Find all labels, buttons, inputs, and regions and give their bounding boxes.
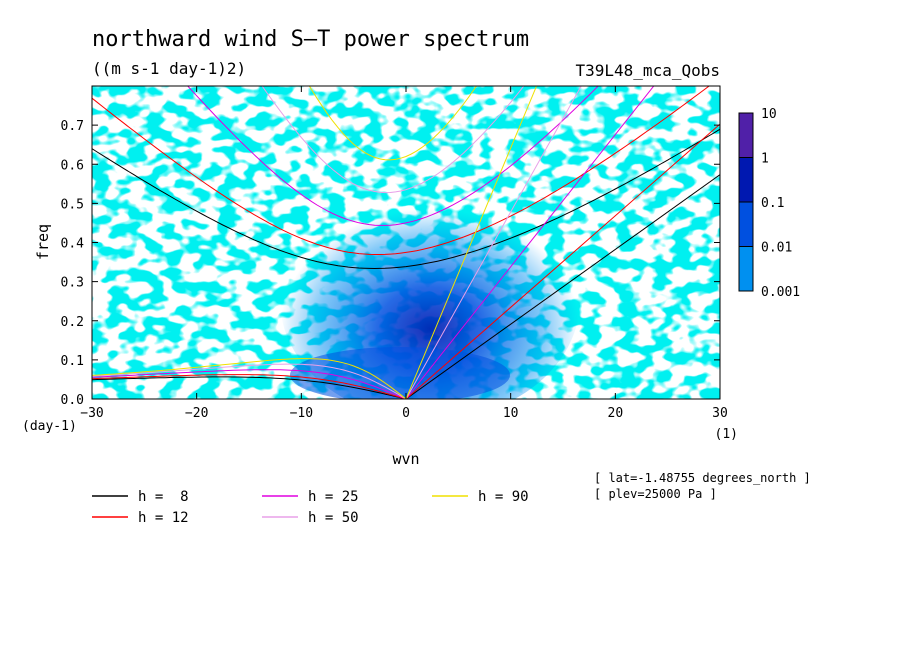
legend-label: h = 50 — [308, 510, 359, 526]
curve-h12 — [92, 86, 720, 399]
kelvin-curve-h50 — [405, 86, 582, 399]
y-tick-label: 0.7 — [61, 119, 84, 134]
kelvin-curve-h8 — [405, 174, 720, 399]
curve-h50 — [92, 86, 582, 399]
y-axis-label: freq — [34, 224, 52, 260]
ig-curve-h8 — [92, 128, 720, 270]
chart-title: northward wind S–T power spectrum — [92, 27, 529, 52]
y-tick-label: 0.0 — [61, 393, 84, 408]
lat-annotation: [ lat=-1.48755 degrees_north ] — [594, 471, 811, 485]
colorbar-label: 0.001 — [761, 285, 800, 300]
x-tick-label: −30 — [80, 406, 103, 421]
x-tick-label: 30 — [712, 406, 728, 421]
legend: h = 8 h = 12 h = 25 h = 50 h = 90 — [92, 489, 529, 526]
y-tick-label: 0.6 — [61, 158, 84, 173]
colorbar-bin — [738, 201, 754, 247]
curve-h25 — [92, 86, 655, 399]
run-label: T39L48_mca_Qobs — [576, 61, 721, 80]
dispersion-curves — [92, 86, 720, 399]
x-tick-label: 20 — [608, 406, 624, 421]
colorbar-bin — [738, 246, 754, 292]
x-tick-label: 0 — [402, 406, 410, 421]
ig-curve-h12 — [92, 86, 710, 255]
ig-curve-h25 — [187, 86, 599, 226]
y-tick-label: 0.5 — [61, 197, 84, 212]
legend-label: h = 90 — [478, 489, 529, 505]
y-tick-label: 0.4 — [61, 237, 85, 252]
colorbar: 10 1 0.1 0.01 0.001 — [738, 107, 800, 300]
x-tick-label: 10 — [503, 406, 519, 421]
plot-area — [92, 86, 720, 399]
y-axis: 0.0 0.1 0.2 0.3 0.4 0.5 0.6 0.7 — [61, 119, 720, 408]
x-tick-label: −10 — [290, 406, 313, 421]
curve-h90 — [92, 86, 538, 399]
rossby-curve-h8 — [92, 376, 407, 399]
colorbar-bin — [738, 157, 754, 203]
x-axis-label: wvn — [392, 450, 419, 468]
ig-curve-h90 — [308, 86, 478, 161]
kelvin-curve-h12 — [405, 123, 720, 399]
legend-label: h = 25 — [308, 489, 359, 505]
y-tick-label: 0.1 — [61, 354, 84, 369]
colorbar-label: 1 — [761, 152, 769, 167]
rossby-curve-h25 — [92, 369, 407, 399]
rossby-curve-h50 — [92, 363, 407, 399]
kelvin-curve-h90 — [405, 86, 538, 399]
kelvin-curve-h25 — [405, 86, 655, 399]
colorbar-label: 10 — [761, 107, 777, 122]
curve-h8 — [92, 128, 720, 399]
legend-label: h = 8 — [138, 489, 189, 505]
y-unit-label: (day-1) — [22, 419, 77, 434]
y-tick-label: 0.2 — [61, 315, 84, 330]
colorbar-bin — [738, 112, 754, 158]
x-tick-label: −20 — [185, 406, 208, 421]
ig-curve-h50 — [261, 86, 525, 194]
x-axis: −30 −20 −10 0 10 20 30 — [80, 86, 728, 421]
colorbar-label: 0.1 — [761, 196, 784, 211]
rossby-curve-h90 — [92, 358, 407, 399]
power-core — [280, 180, 580, 399]
rossby-curve-h12 — [92, 374, 407, 399]
legend-label: h = 12 — [138, 510, 189, 526]
x-unit-label: (1) — [715, 427, 738, 442]
plev-annotation: [ plev=25000 Pa ] — [594, 487, 717, 501]
y-tick-label: 0.3 — [61, 276, 84, 291]
chart-subtitle: ((m s-1 day-1)2) — [92, 59, 246, 78]
colorbar-label: 0.01 — [761, 241, 792, 256]
